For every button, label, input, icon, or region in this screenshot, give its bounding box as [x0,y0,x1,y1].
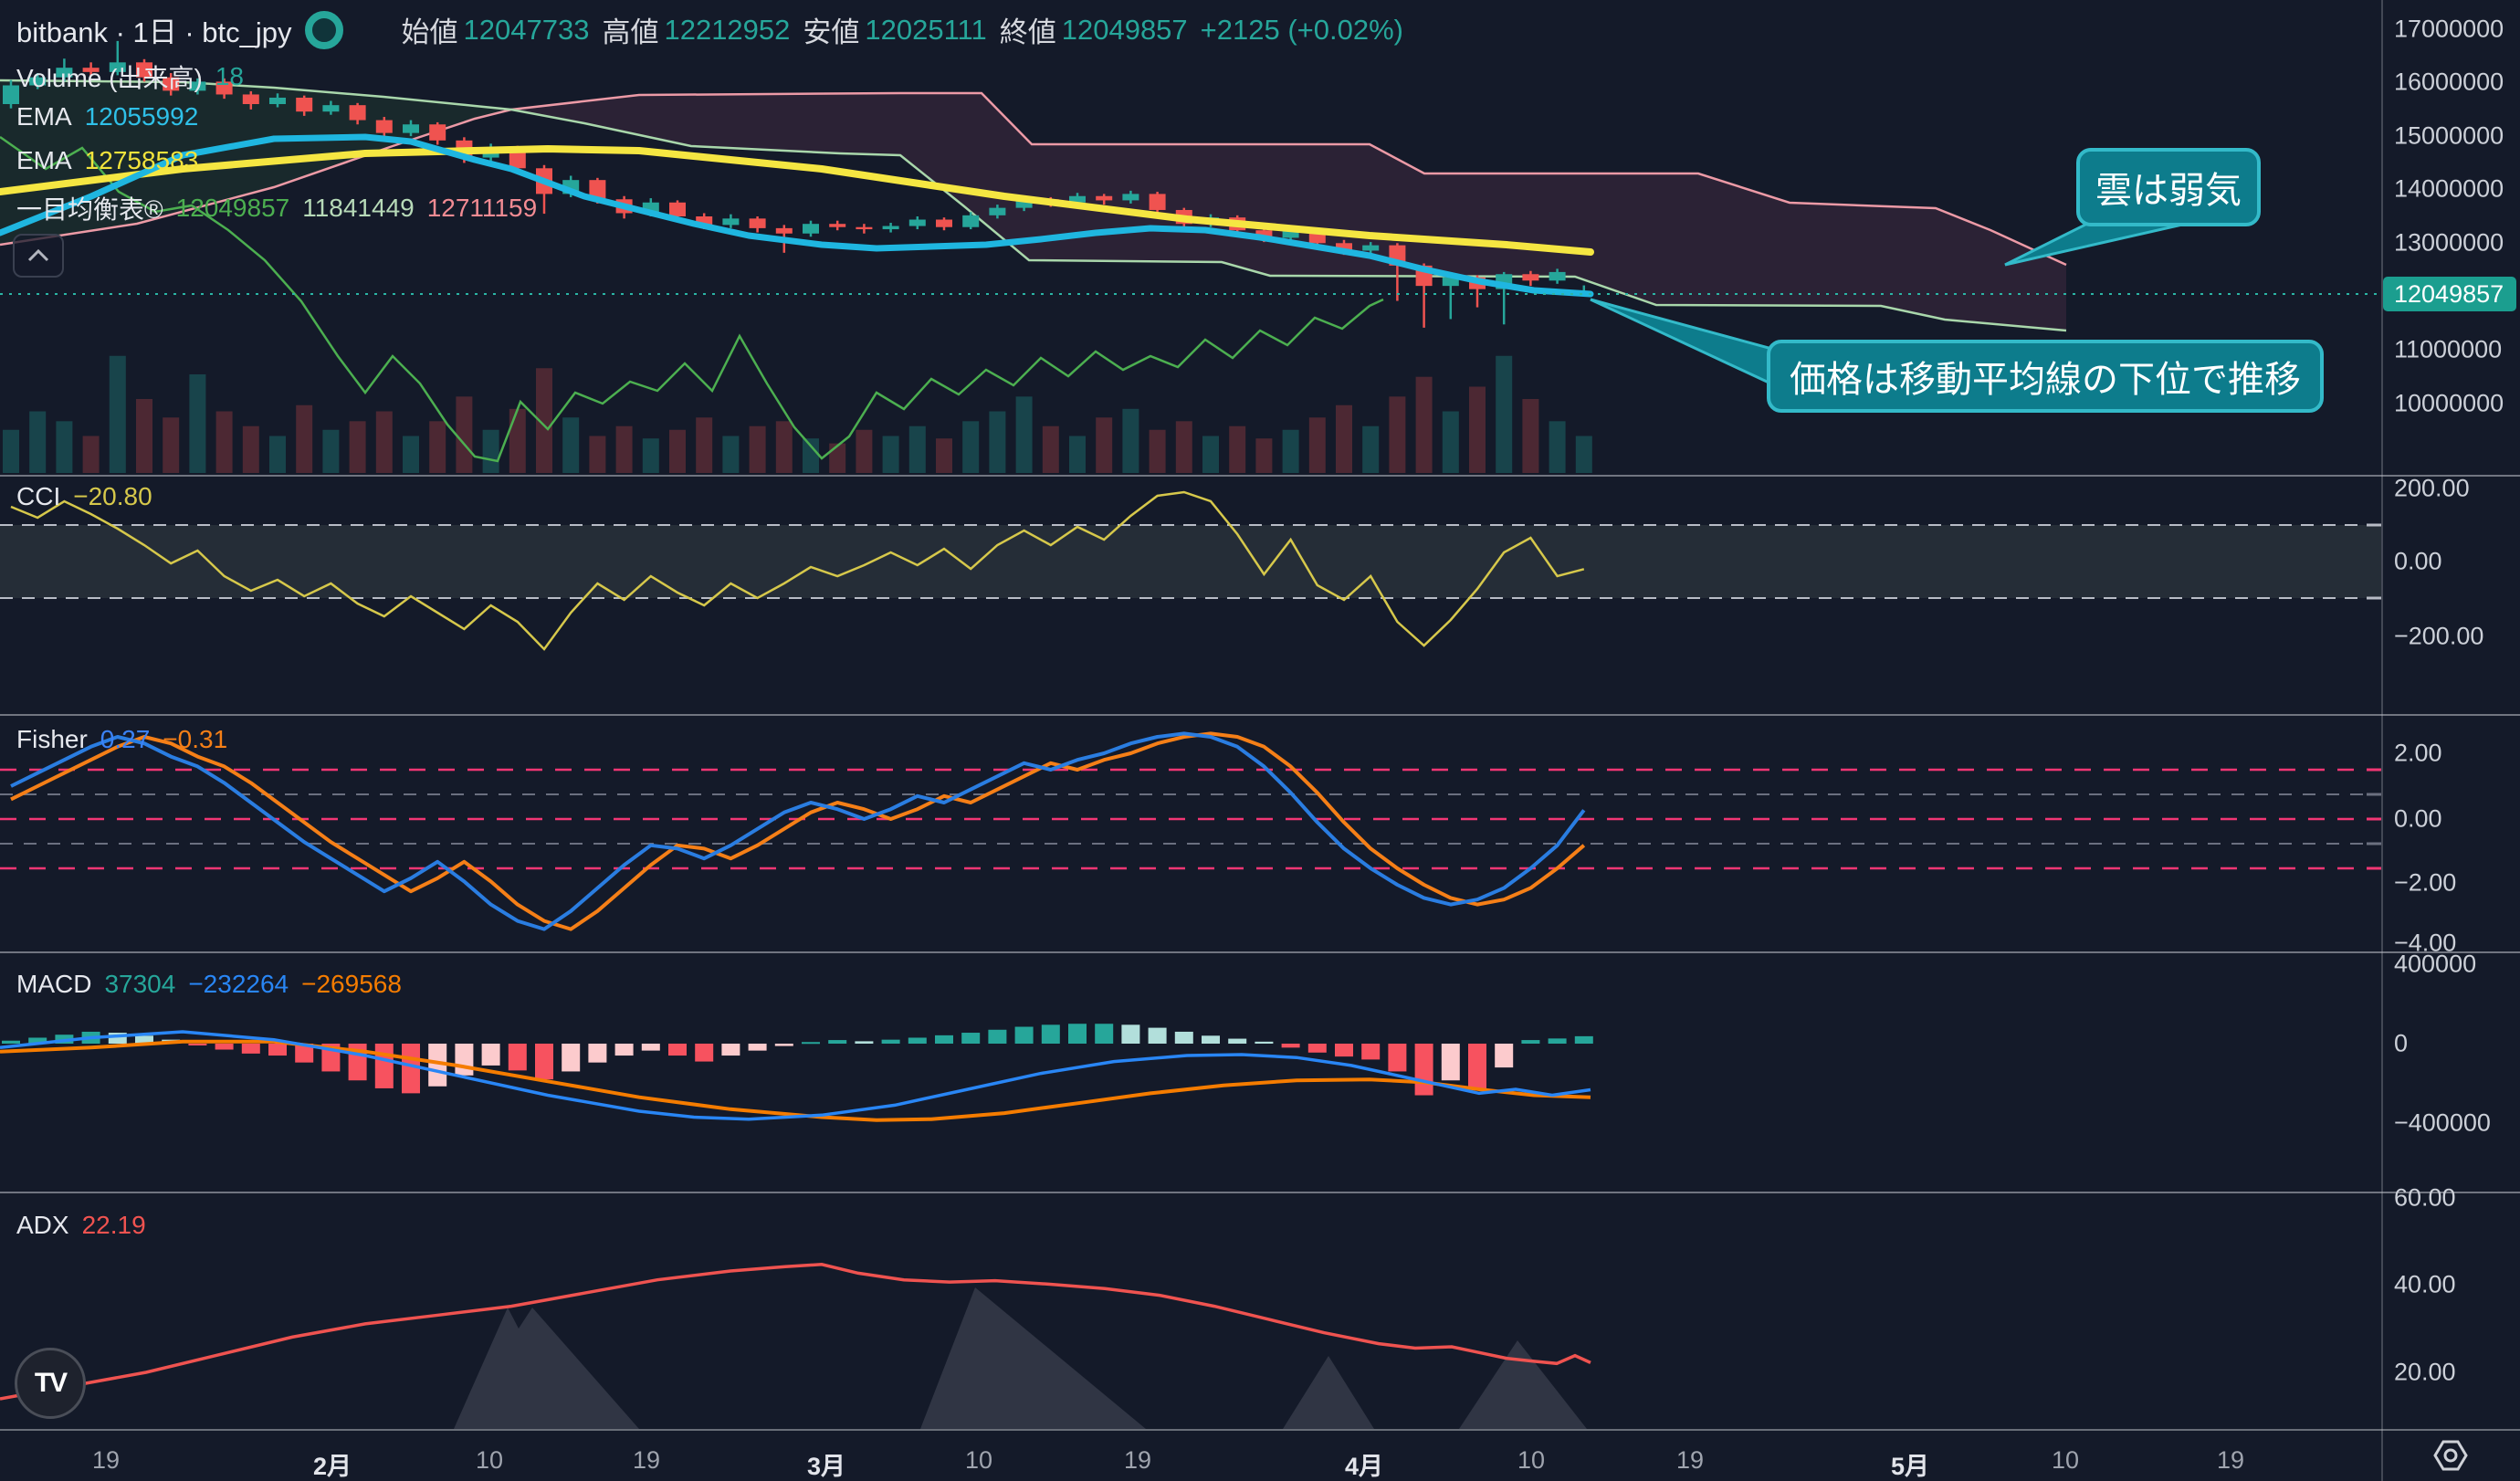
close-value: 12049857 [1061,13,1188,46]
fisher-tick-label: 0.00 [2394,804,2442,833]
price-callout-text: 価格は移動平均線の下位で推移 [1790,360,2301,400]
macd-tick-label: 400000 [2394,950,2477,978]
cci-tick-label: 200.00 [2394,474,2470,502]
ema-fast-legend: EMA 12055992 [16,102,198,131]
volume-legend: Volume (出来高) 18 [16,58,244,95]
pane-separator[interactable] [0,475,2520,477]
ichimoku-label[interactable]: 一目均衡表® [16,195,163,224]
price-tick-label: 11000000 [2394,335,2503,363]
price-axis-border [2381,0,2383,1481]
collapse-legend-button[interactable] [13,234,64,278]
fisher-value-2: −0.31 [163,725,228,753]
change-value: +2125 (+0.02%) [1200,13,1403,46]
time-tick-label: 19 [1675,1446,1705,1474]
macd-legend: MACD 37304 −232264 −269568 [16,970,402,999]
price-callout[interactable]: 価格は移動平均線の下位で推移 [1767,340,2324,413]
price-tick-label: 16000000 [2394,68,2504,96]
adx-tick-label: 60.00 [2394,1183,2456,1212]
price-tick-label: 14000000 [2394,174,2504,203]
fisher-value-1: 0.27 [100,725,151,753]
time-tick-label: 2月 [312,1453,352,1480]
time-tick-label: 10 [2051,1446,2080,1474]
ichimoku-value-3: 12711159 [426,194,538,222]
axis-settings-button[interactable] [2429,1435,2473,1476]
adx-value: 22.19 [81,1211,146,1239]
tradingview-logo[interactable]: TV [15,1348,86,1419]
time-tick-label: 19 [1123,1446,1152,1474]
time-tick-label: 3月 [806,1453,846,1480]
price-tick-label: 15000000 [2394,121,2504,150]
ema-slow-value: 12758583 [84,146,199,174]
tradingview-logo-text: TV [34,1368,68,1398]
macd-value-2: −232264 [188,970,289,998]
time-axis-border [0,1429,2520,1431]
pane-separator[interactable] [0,714,2520,716]
high-value: 12212952 [664,13,791,46]
time-tick-label: 10 [1517,1446,1546,1474]
last-price-badge[interactable]: 12049857 [2383,277,2516,311]
time-tick-label: 5月 [1890,1453,1930,1480]
macd-label[interactable]: MACD [16,970,92,998]
ichimoku-value-2: 11841449 [302,194,415,222]
low-label: 安値 [803,16,860,48]
price-tick-label: 10000000 [2394,389,2504,417]
cloud-callout-text: 雲は弱気 [2095,171,2242,211]
price-tick-label: 17000000 [2394,15,2504,43]
ema-slow-label[interactable]: EMA [16,146,72,174]
symbol-title[interactable]: bitbank · 1日 · btc_jpy [16,16,292,48]
ichimoku-legend: 一目均衡表® 12049857 11841449 12711159 [16,190,537,226]
macd-value-3: −269568 [301,970,402,998]
cci-tick-label: −200.00 [2394,622,2484,650]
close-label: 終値 [999,16,1056,48]
time-tick-label: 10 [475,1446,504,1474]
open-value: 12047733 [463,13,590,46]
ichimoku-value-1: 12049857 [175,194,290,222]
fisher-tick-label: 2.00 [2394,739,2442,767]
time-tick-label: 19 [632,1446,661,1474]
fisher-tick-label: −4.00 [2394,929,2457,957]
time-tick-label: 4月 [1344,1453,1384,1480]
adx-label[interactable]: ADX [16,1211,69,1239]
cci-label[interactable]: CCI [16,482,61,510]
pane-separator[interactable] [0,951,2520,953]
macd-tick-label: 0 [2394,1029,2409,1057]
fisher-tick-label: −2.00 [2394,868,2457,897]
volume-value: 18 [215,62,244,90]
macd-tick-label: −400000 [2394,1108,2491,1137]
adx-tick-label: 20.00 [2394,1358,2456,1386]
status-dot-icon [304,10,343,49]
ema-slow-legend: EMA 12758583 [16,146,198,175]
chevron-up-icon [27,249,49,262]
symbol-row: bitbank · 1日 · btc_jpy 始値 12047733 高値 12… [16,9,1403,50]
ema-fast-value: 12055992 [84,102,199,131]
pane-separator[interactable] [0,1192,2520,1193]
gear-icon [2433,1440,2468,1471]
cci-tick-label: 0.00 [2394,547,2442,575]
ema-fast-label[interactable]: EMA [16,102,72,131]
time-tick-label: 19 [91,1446,121,1474]
volume-label[interactable]: Volume (出来高) [16,64,203,92]
adx-tick-label: 40.00 [2394,1270,2456,1298]
adx-legend: ADX 22.19 [16,1211,146,1240]
last-price-value: 12049857 [2394,279,2504,308]
fisher-legend: Fisher 0.27 −0.31 [16,725,227,754]
high-label: 高値 [602,16,659,48]
price-tick-label: 13000000 [2394,228,2504,257]
macd-value-1: 37304 [104,970,176,998]
fisher-label[interactable]: Fisher [16,725,88,753]
low-value: 12025111 [865,13,987,46]
cci-value: −20.80 [73,482,152,510]
time-tick-label: 10 [964,1446,993,1474]
open-label: 始値 [401,16,458,48]
cloud-callout[interactable]: 雲は弱気 [2076,148,2261,226]
time-tick-label: 19 [2216,1446,2245,1474]
cci-legend: CCI −20.80 [16,482,152,511]
